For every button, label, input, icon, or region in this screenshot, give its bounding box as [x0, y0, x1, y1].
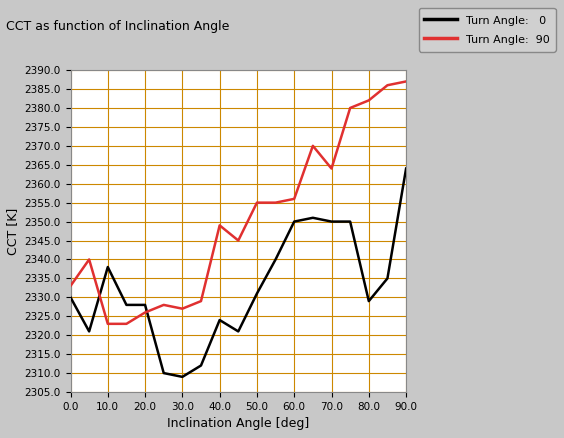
Y-axis label: CCT [K]: CCT [K] — [6, 208, 19, 254]
Text: CCT as function of Inclination Angle: CCT as function of Inclination Angle — [6, 20, 229, 33]
Legend: Turn Angle:   0, Turn Angle:  90: Turn Angle: 0, Turn Angle: 90 — [418, 8, 556, 52]
X-axis label: Inclination Angle [deg]: Inclination Angle [deg] — [167, 417, 310, 430]
